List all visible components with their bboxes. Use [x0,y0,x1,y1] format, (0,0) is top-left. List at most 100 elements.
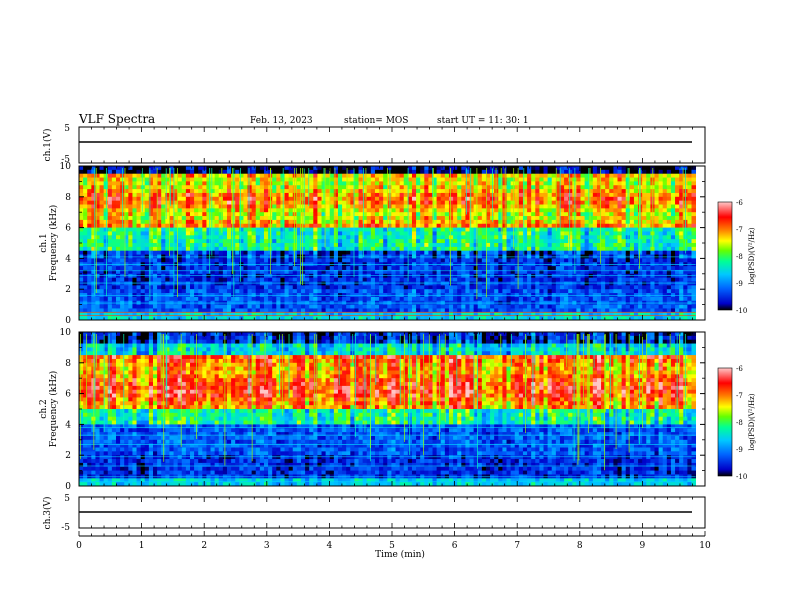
spectrogram-cell [284,312,290,317]
spectrogram-cell [333,200,339,205]
spectrogram-cell [337,281,343,286]
spectrogram-cell [379,243,384,248]
spectrogram-cell [247,273,253,279]
spectrogram-cell [568,177,573,182]
spectrogram-cell [95,223,100,228]
spectrogram-cell [543,208,549,213]
spectrogram-cell [280,177,285,182]
spectrogram-cell [559,219,565,225]
spectrogram-cell [177,223,183,228]
spectrogram-cell [469,196,475,202]
spectrogram-cell [99,223,105,228]
spectrogram-cell [116,223,121,228]
spectrogram-cell [448,285,454,290]
spectrogram-cell [555,269,561,275]
spectrogram-cell [280,208,285,213]
spectrogram-cell [148,212,154,217]
spectrogram-cell [148,189,154,194]
spectrogram-cell [440,216,446,221]
spectrogram-cell [280,223,285,228]
spectrogram-cell [202,235,207,240]
spectrogram-cell [185,285,191,290]
spectrogram-cell [358,166,364,171]
spectrogram-cell [194,208,199,213]
spectrogram-cell [527,296,532,302]
spectrogram-cell [103,181,109,186]
spectrogram-cell [284,266,290,271]
spectrogram-cell [95,231,100,236]
spectrogram-cell [251,277,257,282]
spectrogram-cell [144,304,150,309]
spectrogram-cell [465,296,470,302]
spectrogram-cell [140,181,146,186]
spectrogram-cell [91,239,96,244]
spectrogram-cell [140,273,146,279]
header-start-ut: start UT = 11: 30: 1 [437,116,529,126]
spectrogram-cell [568,204,573,209]
spectrogram-cell [407,235,413,240]
spectrogram-cell [383,185,388,190]
spectrogram-cell [144,219,150,225]
spectrogram-cell [453,204,458,209]
spectrogram-cell [91,258,96,263]
spectrogram-cell [185,296,191,302]
spectrogram-cell [210,223,216,228]
spectrogram-cell [527,285,532,290]
spectrogram-cell [535,185,540,190]
spectrogram-cell [329,200,335,205]
spectrogram-cell [128,312,133,317]
spectrogram-cell [251,304,257,309]
spectrogram-cell [477,308,483,313]
spectrogram-cell [535,258,540,263]
spectrogram-cell [276,166,281,171]
spectrogram-cell [411,312,417,317]
spectrogram-cell [152,250,158,255]
spectrogram-cell [576,231,581,236]
spectrogram-cell [448,273,454,279]
spectrogram-cell [251,192,257,198]
spectrogram-cell [259,200,265,205]
spectrogram-cell [284,169,290,175]
spectrogram-cell [313,304,318,309]
spectrogram-cell [210,200,216,205]
spectrogram-cell [370,189,376,194]
spectrogram-cell [391,219,396,225]
spectrogram-cell [189,273,195,279]
spectrogram-cell [247,235,253,240]
spectrogram-cell [189,269,195,275]
spectrogram-cell [329,246,335,252]
spectrogram-cell [514,223,520,228]
spectrogram-cell [490,296,495,302]
spectrogram-cell [321,204,327,209]
spectrogram-cell [358,177,364,182]
spectrogram-cell [333,289,339,294]
spectrogram-cell [457,196,462,202]
spectrogram-cell [453,212,458,217]
spectrogram-cell [354,189,359,194]
spectrogram-cell [514,277,520,282]
spectrogram-cell [559,212,565,217]
spectrogram-cell [477,250,483,255]
spectrogram-cell [276,204,281,209]
spectrogram-cell [342,285,347,290]
spectrogram-cell [157,243,162,248]
spectrogram-cell [559,173,565,178]
spectrogram-cell [555,166,561,171]
spectrogram-cell [210,269,216,275]
spectrogram-cell [79,304,84,309]
spectrogram-cell [518,204,524,209]
spectrogram-cell [506,258,512,263]
spectrogram-cell [531,223,536,228]
spectrogram-cell [473,189,479,194]
spectrogram-cell [161,304,166,309]
spectrogram-cell [222,273,228,279]
spectrogram-cell [218,243,224,248]
spectrogram-cell [453,296,458,302]
spectrogram-cell [132,285,137,290]
spectrogram-cell [465,196,470,202]
spectrogram-cell [354,246,359,252]
spectrogram-cell [272,189,277,194]
spectrogram-cell [469,235,475,240]
spectrogram-cell [395,208,401,213]
spectrogram-cell [263,173,269,178]
